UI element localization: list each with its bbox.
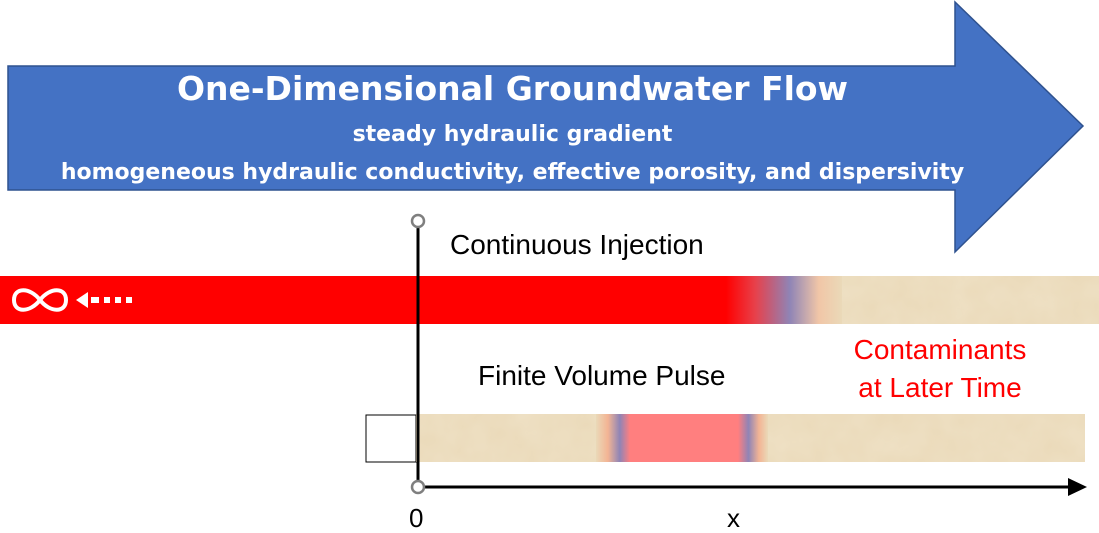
banner-subtitle-properties: homogeneous hydraulic conductivity, effe… xyxy=(60,160,965,185)
banner-title: One-Dimensional Groundwater Flow xyxy=(176,69,849,108)
axis-top-marker xyxy=(410,213,426,229)
axis-origin-marker xyxy=(410,479,426,495)
continuous-contaminant-fill xyxy=(0,276,728,324)
x-axis-arrowhead xyxy=(1068,478,1087,496)
continuous-front-gradient xyxy=(726,276,842,324)
banner-subtitle-gradient: steady hydraulic gradient xyxy=(352,122,673,147)
pulse-source-box xyxy=(365,414,417,463)
pulse-left-gradient xyxy=(596,414,630,462)
origin-label: 0 xyxy=(409,503,424,533)
later-time-label-line2: at Later Time xyxy=(858,372,1022,403)
later-time-label-line1: Contaminants xyxy=(853,334,1027,365)
x-axis-label: x xyxy=(727,503,740,533)
finite-volume-pulse-label: Finite Volume Pulse xyxy=(478,360,726,391)
pulse-core xyxy=(630,414,740,462)
infinity-icon xyxy=(11,288,69,312)
pulse-right-gradient xyxy=(738,414,768,462)
continuous-injection-label: Continuous Injection xyxy=(450,229,704,260)
flow-arrow-banner xyxy=(7,0,1085,254)
dashed-left-arrow-icon xyxy=(76,292,132,308)
